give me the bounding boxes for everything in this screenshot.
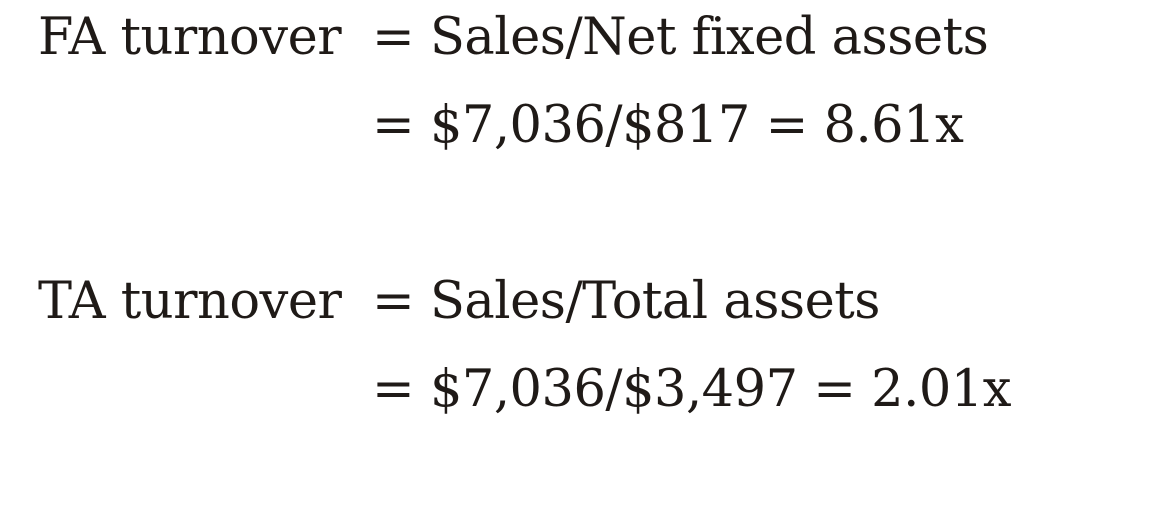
ta-turnover-label: TA turnover (38, 272, 342, 331)
ta-turnover-formula: = Sales/Total assets (372, 272, 880, 331)
fa-turnover-label: FA turnover (38, 8, 342, 67)
ta-turnover-calculation: = $7,036/$3,497 = 2.01x (372, 360, 1012, 419)
fa-turnover-calculation: = $7,036/$817 = 8.61x (372, 96, 964, 155)
fa-turnover-formula: = Sales/Net fixed assets (372, 8, 989, 67)
